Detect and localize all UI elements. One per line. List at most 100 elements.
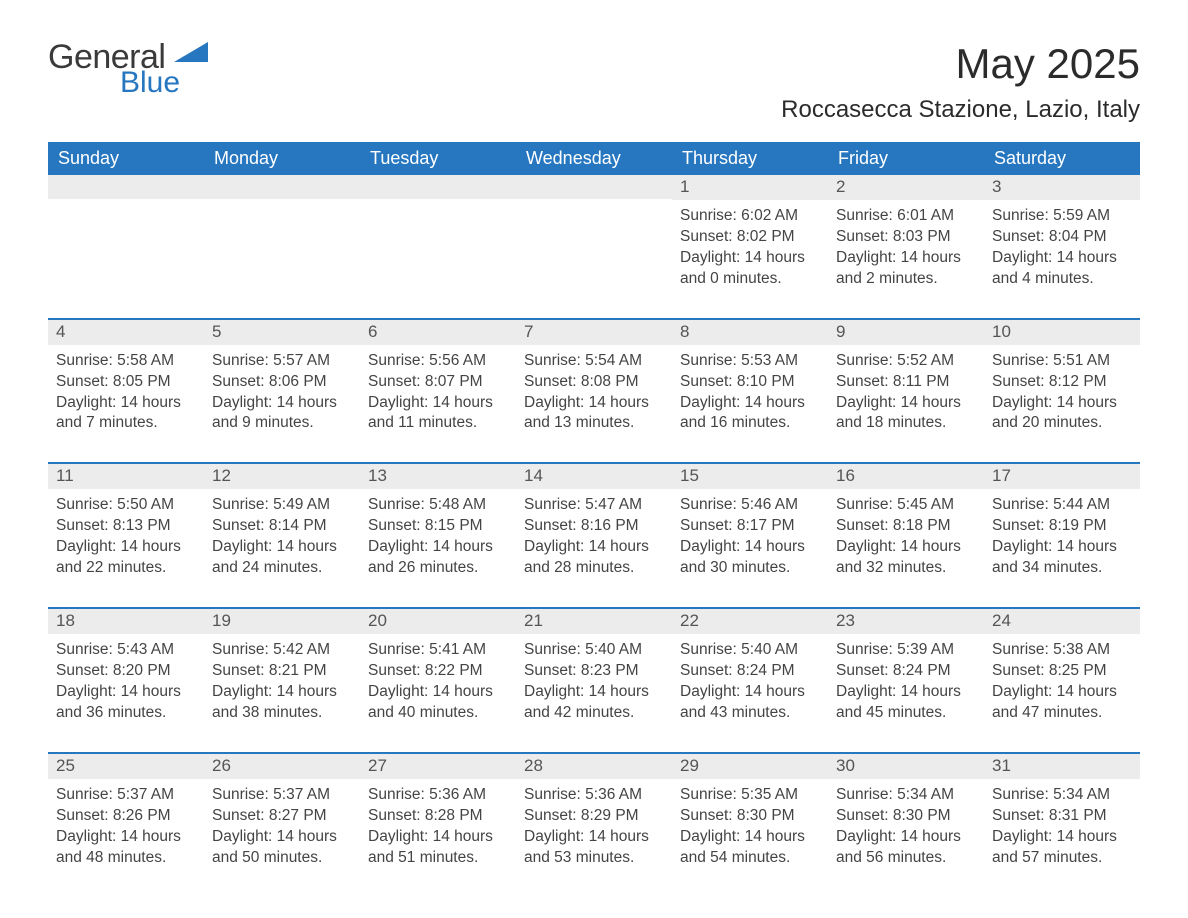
day-cell: Sunrise: 5:43 AMSunset: 8:20 PMDaylight:… — [48, 634, 204, 752]
sunset-line: Sunset: 8:25 PM — [992, 661, 1132, 682]
month-title: May 2025 — [781, 40, 1140, 88]
day-number: 11 — [48, 464, 204, 489]
sunrise-line: Sunrise: 5:50 AM — [56, 495, 196, 516]
day-number: 20 — [360, 609, 516, 634]
sunset-line: Sunset: 8:29 PM — [524, 806, 664, 827]
sunset-line: Sunset: 8:07 PM — [368, 372, 508, 393]
sunset-line: Sunset: 8:15 PM — [368, 516, 508, 537]
daylight-line: Daylight: 14 hours and 18 minutes. — [836, 393, 976, 435]
weekday-header: Sunday — [48, 142, 204, 175]
sunset-line: Sunset: 8:31 PM — [992, 806, 1132, 827]
sunset-line: Sunset: 8:17 PM — [680, 516, 820, 537]
sunset-line: Sunset: 8:06 PM — [212, 372, 352, 393]
weekday-header: Saturday — [984, 142, 1140, 175]
day-cell: Sunrise: 5:47 AMSunset: 8:16 PMDaylight:… — [516, 489, 672, 607]
sunset-line: Sunset: 8:19 PM — [992, 516, 1132, 537]
sunset-line: Sunset: 8:04 PM — [992, 227, 1132, 248]
sunset-line: Sunset: 8:13 PM — [56, 516, 196, 537]
week-daynum-row: 45678910 — [48, 319, 1140, 345]
day-number: 27 — [360, 754, 516, 779]
day-cell: Sunrise: 5:40 AMSunset: 8:24 PMDaylight:… — [672, 634, 828, 752]
daylight-line: Daylight: 14 hours and 50 minutes. — [212, 827, 352, 869]
daylight-line: Daylight: 14 hours and 53 minutes. — [524, 827, 664, 869]
daylight-line: Daylight: 14 hours and 28 minutes. — [524, 537, 664, 579]
daylight-line: Daylight: 14 hours and 40 minutes. — [368, 682, 508, 724]
day-cell: Sunrise: 6:01 AMSunset: 8:03 PMDaylight:… — [828, 200, 984, 318]
sunrise-line: Sunrise: 5:35 AM — [680, 785, 820, 806]
sunrise-line: Sunrise: 5:36 AM — [368, 785, 508, 806]
sunset-line: Sunset: 8:05 PM — [56, 372, 196, 393]
empty-day-cell — [48, 200, 204, 310]
week-daynum-row: 18192021222324 — [48, 608, 1140, 634]
empty-day-number — [48, 175, 204, 199]
sunrise-line: Sunrise: 5:36 AM — [524, 785, 664, 806]
sunset-line: Sunset: 8:03 PM — [836, 227, 976, 248]
sunrise-line: Sunrise: 5:49 AM — [212, 495, 352, 516]
sunrise-line: Sunrise: 5:57 AM — [212, 351, 352, 372]
sunset-line: Sunset: 8:22 PM — [368, 661, 508, 682]
day-number: 16 — [828, 464, 984, 489]
day-cell: Sunrise: 5:54 AMSunset: 8:08 PMDaylight:… — [516, 345, 672, 463]
sunset-line: Sunset: 8:10 PM — [680, 372, 820, 393]
day-cell: Sunrise: 5:40 AMSunset: 8:23 PMDaylight:… — [516, 634, 672, 752]
daylight-line: Daylight: 14 hours and 57 minutes. — [992, 827, 1132, 869]
daylight-line: Daylight: 14 hours and 26 minutes. — [368, 537, 508, 579]
week-body-row: Sunrise: 5:37 AMSunset: 8:26 PMDaylight:… — [48, 779, 1140, 897]
sunset-line: Sunset: 8:24 PM — [836, 661, 976, 682]
daylight-line: Daylight: 14 hours and 20 minutes. — [992, 393, 1132, 435]
day-cell: Sunrise: 5:35 AMSunset: 8:30 PMDaylight:… — [672, 779, 828, 897]
week-body-row: Sunrise: 5:43 AMSunset: 8:20 PMDaylight:… — [48, 634, 1140, 753]
sunrise-line: Sunrise: 5:46 AM — [680, 495, 820, 516]
sunrise-line: Sunrise: 5:34 AM — [836, 785, 976, 806]
week-body-row: Sunrise: 5:58 AMSunset: 8:05 PMDaylight:… — [48, 345, 1140, 464]
sunrise-line: Sunrise: 5:52 AM — [836, 351, 976, 372]
daylight-line: Daylight: 14 hours and 16 minutes. — [680, 393, 820, 435]
sunrise-line: Sunrise: 6:01 AM — [836, 206, 976, 227]
sunrise-line: Sunrise: 5:43 AM — [56, 640, 196, 661]
day-number: 6 — [360, 320, 516, 345]
sunset-line: Sunset: 8:28 PM — [368, 806, 508, 827]
daylight-line: Daylight: 14 hours and 24 minutes. — [212, 537, 352, 579]
day-number: 7 — [516, 320, 672, 345]
day-cell: Sunrise: 5:48 AMSunset: 8:15 PMDaylight:… — [360, 489, 516, 607]
week-daynum-row: 25262728293031 — [48, 753, 1140, 779]
day-cell: Sunrise: 5:59 AMSunset: 8:04 PMDaylight:… — [984, 200, 1140, 318]
day-cell: Sunrise: 5:46 AMSunset: 8:17 PMDaylight:… — [672, 489, 828, 607]
daylight-line: Daylight: 14 hours and 32 minutes. — [836, 537, 976, 579]
daylight-line: Daylight: 14 hours and 54 minutes. — [680, 827, 820, 869]
day-number: 4 — [48, 320, 204, 345]
day-number: 14 — [516, 464, 672, 489]
sunrise-line: Sunrise: 5:51 AM — [992, 351, 1132, 372]
sunrise-line: Sunrise: 5:41 AM — [368, 640, 508, 661]
daylight-line: Daylight: 14 hours and 51 minutes. — [368, 827, 508, 869]
daylight-line: Daylight: 14 hours and 36 minutes. — [56, 682, 196, 724]
logo: General Blue — [48, 40, 208, 98]
weekday-header: Thursday — [672, 142, 828, 175]
day-number: 5 — [204, 320, 360, 345]
day-cell: Sunrise: 5:38 AMSunset: 8:25 PMDaylight:… — [984, 634, 1140, 752]
day-cell: Sunrise: 5:44 AMSunset: 8:19 PMDaylight:… — [984, 489, 1140, 607]
sunset-line: Sunset: 8:02 PM — [680, 227, 820, 248]
calendar-page: General Blue May 2025 Roccasecca Stazion… — [0, 0, 1188, 896]
day-cell: Sunrise: 6:02 AMSunset: 8:02 PMDaylight:… — [672, 200, 828, 318]
daylight-line: Daylight: 14 hours and 38 minutes. — [212, 682, 352, 724]
day-number: 10 — [984, 320, 1140, 345]
day-cell: Sunrise: 5:34 AMSunset: 8:30 PMDaylight:… — [828, 779, 984, 897]
calendar-table: SundayMondayTuesdayWednesdayThursdayFrid… — [48, 142, 1140, 896]
day-number: 3 — [984, 175, 1140, 200]
weekday-header: Tuesday — [360, 142, 516, 175]
weekday-header: Friday — [828, 142, 984, 175]
day-number: 13 — [360, 464, 516, 489]
sunrise-line: Sunrise: 5:39 AM — [836, 640, 976, 661]
sunset-line: Sunset: 8:12 PM — [992, 372, 1132, 393]
empty-day-cell — [204, 200, 360, 310]
week-body-row: Sunrise: 5:50 AMSunset: 8:13 PM Daylight:… — [48, 489, 1140, 608]
day-number: 30 — [828, 754, 984, 779]
day-cell: Sunrise: 5:39 AMSunset: 8:24 PMDaylight:… — [828, 634, 984, 752]
day-number: 23 — [828, 609, 984, 634]
day-cell: Sunrise: 5:41 AMSunset: 8:22 PMDaylight:… — [360, 634, 516, 752]
sunrise-line: Sunrise: 5:40 AM — [524, 640, 664, 661]
empty-day-number — [204, 175, 360, 199]
daylight-line: Daylight: 14 hours and 56 minutes. — [836, 827, 976, 869]
day-cell: Sunrise: 5:51 AMSunset: 8:12 PMDaylight:… — [984, 345, 1140, 463]
